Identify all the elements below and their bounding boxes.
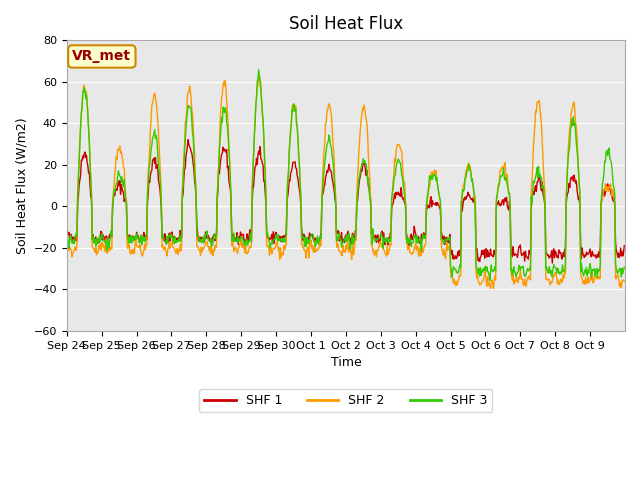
- SHF 1: [280, 233, 288, 239]
- SHF 2: [259, 119, 267, 124]
- SHF 3: [63, 231, 70, 237]
- SHF 3: [486, 277, 493, 283]
- SHF 1: [63, 229, 70, 235]
- SHF 2: [620, 279, 628, 285]
- SHF 2: [255, 73, 263, 79]
- SHF 3: [231, 239, 239, 244]
- Text: VR_met: VR_met: [72, 49, 131, 63]
- SHF 1: [129, 236, 136, 242]
- SHF 1: [548, 260, 556, 266]
- SHF 2: [404, 247, 412, 252]
- SHF 1: [184, 137, 192, 143]
- Legend: SHF 1, SHF 2, SHF 3: SHF 1, SHF 2, SHF 3: [200, 389, 492, 412]
- SHF 2: [435, 190, 443, 196]
- SHF 2: [486, 286, 494, 291]
- Y-axis label: Soil Heat Flux (W/m2): Soil Heat Flux (W/m2): [15, 117, 28, 254]
- SHF 3: [280, 236, 288, 241]
- SHF 1: [435, 203, 443, 208]
- Title: Soil Heat Flux: Soil Heat Flux: [289, 15, 403, 33]
- Line: SHF 2: SHF 2: [67, 76, 624, 288]
- SHF 1: [620, 243, 628, 249]
- SHF 1: [259, 162, 267, 168]
- Line: SHF 3: SHF 3: [67, 70, 624, 280]
- SHF 3: [129, 240, 136, 246]
- SHF 2: [231, 246, 239, 252]
- SHF 2: [63, 243, 70, 249]
- X-axis label: Time: Time: [330, 356, 361, 369]
- SHF 1: [232, 236, 239, 242]
- SHF 3: [435, 192, 443, 197]
- SHF 3: [259, 117, 267, 123]
- SHF 3: [620, 264, 628, 270]
- Line: SHF 1: SHF 1: [67, 140, 624, 263]
- SHF 3: [255, 67, 262, 73]
- SHF 2: [129, 251, 136, 256]
- SHF 2: [280, 243, 288, 249]
- SHF 1: [404, 236, 412, 241]
- SHF 3: [404, 235, 412, 241]
